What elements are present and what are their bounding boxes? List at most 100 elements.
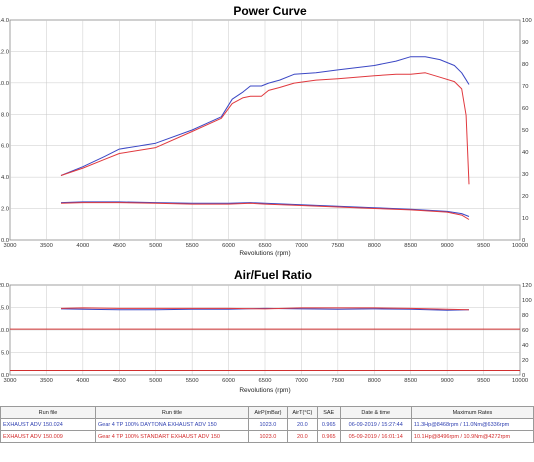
- afr-x-axis-label: Revolutions (rpm): [239, 387, 290, 394]
- y-right-tick-label: 90: [522, 40, 528, 46]
- power-x-ticks: 3000 3500 4000 4500 5000 5500 6000 6500 7000 7500…: [4, 243, 529, 249]
- y-right-tick-label: 0: [522, 238, 525, 244]
- afr-x-ticks: 3000 3500 4000 4500 5000 5500 6000 6500 7000 7500…: [4, 378, 529, 384]
- x-tick-label: 8000: [368, 243, 381, 249]
- x-tick-label: 6500: [259, 243, 272, 249]
- power-y-left-ticks: 0.0 2.0 4.0 6.0 8.0 10.0 12.0 14.0: [0, 18, 9, 244]
- sae-cell: 0.965: [316, 418, 341, 431]
- x-tick-label: 5500: [186, 378, 199, 384]
- x-tick-label: 8500: [404, 378, 417, 384]
- y-left-tick-label: 2.0: [1, 207, 9, 213]
- air-pressure-cell: 1023.0: [248, 418, 288, 431]
- y-left-tick-label: 10.0: [0, 328, 9, 334]
- x-tick-label: 4000: [76, 378, 89, 384]
- run-title-cell: Gear 4 TP 100% STANDART EXHAUST ADV 150: [95, 430, 249, 443]
- max-rates-cell: 11.3Hp@8468rpm / 11.0Nm@6336rpm: [410, 418, 534, 431]
- x-tick-label: 3500: [40, 243, 53, 249]
- air-temp-cell: 20.0: [286, 418, 318, 431]
- table-row[interactable]: EXHAUST ADV 150.009 Gear 4 TP 100% STAND…: [0, 430, 534, 443]
- afr-chart-title: Air/Fuel Ratio: [234, 268, 312, 282]
- y-right-tick-label: 30: [522, 172, 528, 178]
- col-run-title: Run title: [95, 406, 249, 419]
- x-tick-label: 10000: [512, 378, 528, 384]
- x-tick-label: 7000: [295, 378, 308, 384]
- col-max-rates: Maximum Rates: [410, 406, 534, 419]
- x-tick-label: 8000: [368, 378, 381, 384]
- y-right-tick-label: 80: [522, 313, 528, 319]
- y-right-tick-label: 60: [522, 106, 528, 112]
- col-air-temp: AirT(°C): [286, 406, 318, 419]
- y-right-tick-label: 20: [522, 194, 528, 200]
- y-left-tick-label: 5.0: [1, 351, 9, 357]
- x-tick-label: 4500: [113, 243, 126, 249]
- x-tick-label: 5000: [149, 243, 162, 249]
- y-right-tick-label: 10: [522, 216, 528, 222]
- series-line-2: [60, 72, 470, 185]
- x-tick-label: 6500: [259, 378, 272, 384]
- x-tick-label: 4000: [76, 243, 89, 249]
- x-tick-label: 10000: [512, 243, 528, 249]
- x-tick-label: 9500: [477, 243, 490, 249]
- afr-grid: [10, 285, 520, 375]
- max-rates-cell: 10.1Hp@8496rpm / 10.9Nm@4272rpm: [410, 430, 534, 443]
- date-time-cell: 06-09-2019 / 15:27:44: [339, 418, 412, 431]
- col-run-file: Run file: [0, 406, 96, 419]
- power-x-axis-label: Revolutions (rpm): [239, 250, 290, 257]
- y-left-tick-label: 0.0: [1, 373, 9, 379]
- y-right-tick-label: 100: [522, 298, 532, 304]
- x-tick-label: 3500: [40, 378, 53, 384]
- y-left-tick-label: 6.0: [1, 144, 9, 150]
- x-tick-label: 7500: [331, 378, 344, 384]
- y-right-tick-label: 100: [522, 18, 532, 24]
- x-tick-label: 3000: [4, 243, 17, 249]
- air-temp-cell: 20.0: [286, 430, 318, 443]
- y-left-tick-label: 14.0: [0, 18, 9, 24]
- col-date-time: Date & time: [339, 406, 412, 419]
- run-file-cell: EXHAUST ADV 150.024: [0, 418, 96, 431]
- y-right-tick-label: 40: [522, 343, 528, 349]
- col-sae: SAE: [316, 406, 341, 419]
- air-pressure-cell: 1023.0: [248, 430, 288, 443]
- y-left-tick-label: 15.0: [0, 306, 9, 312]
- x-tick-label: 7000: [295, 243, 308, 249]
- x-tick-label: 9500: [477, 378, 490, 384]
- y-left-tick-label: 8.0: [1, 112, 9, 118]
- series-line-2: [60, 307, 470, 311]
- sae-cell: 0.965: [316, 430, 341, 443]
- x-tick-label: 5500: [186, 243, 199, 249]
- x-tick-label: 3000: [4, 378, 17, 384]
- series-line-4: [60, 202, 470, 220]
- y-left-tick-label: 0.0: [1, 238, 9, 244]
- x-tick-label: 9000: [441, 378, 454, 384]
- y-left-tick-label: 4.0: [1, 175, 9, 181]
- power-series: [60, 56, 470, 220]
- series-line-1: [60, 56, 470, 176]
- afr-y-left-ticks: 0.0 5.0 10.0 15.0 20.0: [0, 283, 9, 379]
- y-right-tick-label: 50: [522, 128, 528, 134]
- y-left-tick-label: 20.0: [0, 283, 9, 289]
- x-tick-label: 9000: [441, 243, 454, 249]
- afr-y-right-ticks: 0 20 40 60 80 100 120: [522, 283, 532, 379]
- y-right-tick-label: 120: [522, 283, 532, 289]
- run-table: Run file Run title AirP(mBar) AirT(°C) S…: [0, 406, 534, 443]
- power-chart-title: Power Curve: [233, 4, 307, 18]
- series-line-3: [60, 201, 470, 217]
- y-right-tick-label: 20: [522, 358, 528, 364]
- date-time-cell: 05-09-2019 / 16:01:14: [339, 430, 412, 443]
- x-tick-label: 6000: [222, 243, 235, 249]
- y-left-tick-label: 12.0: [0, 49, 9, 55]
- x-tick-label: 4500: [113, 378, 126, 384]
- run-file-cell: EXHAUST ADV 150.009: [0, 430, 96, 443]
- power-y-right-ticks: 0 10 20 30 40 50 60 70 80 90 100: [522, 18, 532, 244]
- table-row[interactable]: EXHAUST ADV 150.024 Gear 4 TP 100% DAYTO…: [0, 418, 534, 431]
- col-air-pressure: AirP(mBar): [248, 406, 288, 419]
- run-table-header: Run file Run title AirP(mBar) AirT(°C) S…: [0, 406, 534, 419]
- run-title-cell: Gear 4 TP 100% DAYTONA EXHAUST ADV 150: [95, 418, 249, 431]
- x-tick-label: 5000: [149, 378, 162, 384]
- y-right-tick-label: 0: [522, 373, 525, 379]
- y-right-tick-label: 80: [522, 62, 528, 68]
- y-right-tick-label: 40: [522, 150, 528, 156]
- y-right-tick-label: 60: [522, 328, 528, 334]
- x-tick-label: 6000: [222, 378, 235, 384]
